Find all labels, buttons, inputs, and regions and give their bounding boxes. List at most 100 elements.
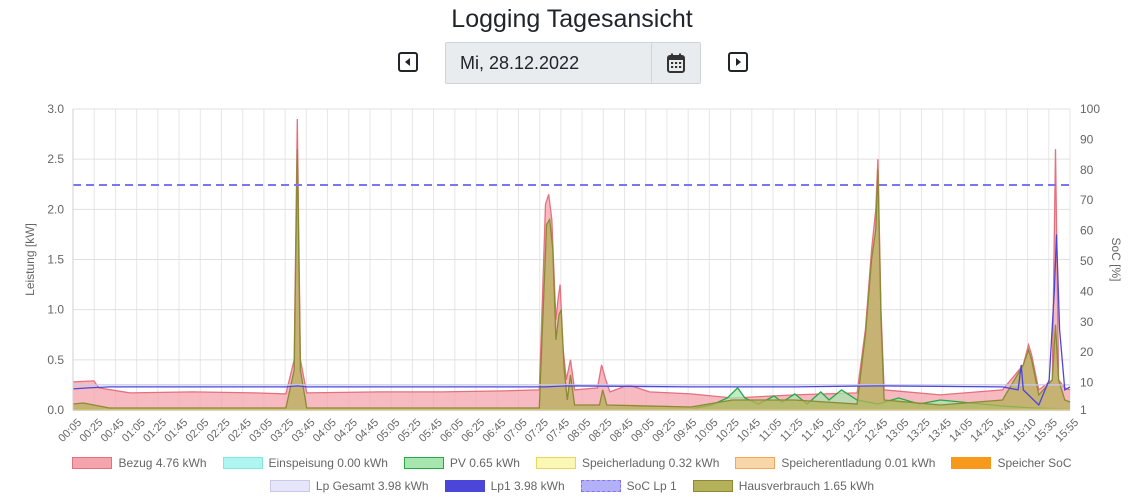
x-tick-label: 07:05: [502, 417, 530, 445]
y-axis-title: Leistung [kW]: [23, 223, 37, 296]
x-tick-label: 12:25: [841, 417, 869, 445]
legend-swatch: [951, 457, 992, 469]
legend-item-speicherladung[interactable]: Speicherladung 0.32 kWh: [535, 456, 720, 470]
y2-tick-label: 80: [1080, 163, 1094, 177]
x-tick-label: 13:45: [926, 417, 954, 445]
x-tick-label: 02:25: [205, 417, 233, 445]
legend-swatch: [403, 457, 444, 469]
y2-tick-label: 100: [1080, 102, 1100, 116]
x-tick-label: 13:25: [905, 417, 933, 445]
legend-item-soc[interactable]: SoC Lp 1: [580, 479, 677, 493]
x-tick-label: 02:45: [226, 417, 254, 445]
legend-label: Einspeisung 0.00 kWh: [268, 456, 388, 470]
legend-swatch: [692, 480, 733, 492]
x-tick-label: 08:45: [608, 417, 636, 445]
legend-item-speicherentladung[interactable]: Speicherentladung 0.01 kWh: [735, 456, 935, 470]
x-tick-label: 10:25: [714, 417, 742, 445]
legend-label: Lp Gesamt 3.98 kWh: [315, 479, 429, 493]
y-tick-label: 2.0: [47, 202, 64, 216]
logging-chart: 00:0500:2500:4501:0501:2501:4502:0502:25…: [23, 102, 1123, 445]
legend-item-bezug[interactable]: Bezug 4.76 kWh: [72, 456, 207, 470]
x-tick-label: 09:25: [650, 417, 678, 445]
legend-label: Bezug 4.76 kWh: [118, 456, 207, 470]
legend-item-hausverbrauch[interactable]: Hausverbrauch 1.65 kWh: [692, 479, 875, 493]
legend-item-lp[interactable]: Lp Gesamt 3.98 kWh: [269, 479, 429, 493]
x-tick-label: 04:45: [353, 417, 381, 445]
x-tick-label: 08:25: [587, 417, 615, 445]
x-tick-label: 11:05: [757, 417, 784, 444]
date-picker[interactable]: Mi, 28.12.2022: [445, 42, 701, 84]
y2-tick-label: 10: [1080, 376, 1094, 390]
legend-label: Speicherentladung 0.01 kWh: [781, 456, 936, 470]
x-tick-label: 03:25: [268, 417, 296, 445]
legend-item-pv[interactable]: PV 0.65 kWh: [403, 456, 520, 470]
legend-item-einspeisung[interactable]: Einspeisung 0.00 kWh: [222, 456, 388, 470]
x-tick-label: 05:05: [374, 417, 402, 445]
caret-left-icon: [405, 58, 410, 66]
next-day-button[interactable]: [728, 52, 748, 72]
series-lp1-line: [72, 234, 1071, 407]
x-tick-label: 14:45: [990, 417, 1018, 445]
legend-label: Hausverbrauch 1.65 kWh: [738, 479, 875, 493]
series-bezug-line: [72, 118, 1071, 399]
legend-item-lp1[interactable]: Lp1 3.98 kWh: [444, 479, 565, 493]
x-tick-label: 10:45: [735, 417, 763, 445]
x-tick-label: 11:25: [778, 417, 805, 444]
x-tick-label: 03:45: [290, 417, 318, 445]
calendar-button[interactable]: [651, 43, 700, 83]
x-tick-label: 06:05: [438, 417, 466, 445]
legend-swatch: [72, 457, 113, 469]
chart-legend-row-1: Bezug 4.76 kWh Einspeisung 0.00 kWh PV 0.6…: [0, 456, 1144, 470]
chart-legend-row-2: Lp Gesamt 3.98 kWh Lp1 3.98 kWh SoC Lp 1 Ha…: [0, 479, 1144, 493]
legend-swatch: [735, 457, 776, 469]
y2-tick-label: 70: [1080, 193, 1094, 207]
legend-swatch: [535, 457, 576, 469]
legend-label: Speicherladung 0.32 kWh: [581, 456, 720, 470]
x-tick-label: 15:10: [1011, 417, 1039, 445]
x-tick-label: 01:25: [141, 417, 169, 445]
x-tick-label: 15:55: [1053, 417, 1081, 445]
x-tick-label: 00:45: [99, 417, 127, 445]
x-tick-label: 07:45: [544, 417, 572, 445]
y-tick-label: 0.5: [47, 353, 64, 367]
x-tick-label: 09:45: [671, 417, 699, 445]
legend-swatch: [580, 480, 621, 492]
x-tick-label: 14:25: [968, 417, 996, 445]
y-tick-label: 3.0: [47, 102, 64, 116]
x-tick-label: 14:05: [947, 417, 975, 445]
x-tick-label: 06:45: [481, 417, 509, 445]
y-tick-label: 0.0: [47, 403, 64, 417]
legend-item-speicher[interactable]: Speicher SoC: [951, 456, 1072, 470]
date-input[interactable]: Mi, 28.12.2022: [460, 52, 580, 73]
legend-label: Speicher SoC: [997, 456, 1072, 470]
y2-tick-label: 40: [1080, 284, 1094, 298]
x-tick-label: 04:05: [311, 417, 339, 445]
x-tick-label: 05:45: [417, 417, 445, 445]
legend-swatch: [222, 457, 263, 469]
calendar-icon: [667, 53, 685, 73]
legend-label: Lp1 3.98 kWh: [490, 479, 565, 493]
y-tick-label: 2.5: [47, 152, 64, 166]
legend-swatch: [444, 480, 485, 492]
y2-axis-title: SoC [%]: [1109, 237, 1123, 281]
y2-tick-label: 60: [1080, 224, 1094, 238]
y2-tick-label: 50: [1080, 254, 1094, 268]
series-hausverbrauch-line: [72, 149, 1071, 409]
x-tick-label: 01:05: [120, 417, 148, 445]
legend-label: PV 0.65 kWh: [449, 456, 520, 470]
y-tick-label: 1.5: [47, 253, 64, 267]
page-title: Logging Tagesansicht: [451, 5, 693, 33]
y2-tick-label: 1: [1080, 403, 1087, 417]
x-tick-label: 04:25: [332, 417, 360, 445]
x-tick-label: 02:05: [184, 417, 212, 445]
previous-day-button[interactable]: [398, 52, 418, 72]
x-tick-label: 15:35: [1032, 417, 1060, 445]
y-tick-label: 1.0: [47, 303, 64, 317]
x-tick-label: 10:05: [693, 417, 721, 445]
x-tick-label: 03:05: [247, 417, 275, 445]
x-tick-label: 07:25: [523, 417, 551, 445]
x-tick-label: 01:45: [162, 417, 190, 445]
x-tick-label: 05:25: [396, 417, 424, 445]
x-tick-label: 00:25: [77, 417, 105, 445]
legend-label: SoC Lp 1: [626, 479, 677, 493]
